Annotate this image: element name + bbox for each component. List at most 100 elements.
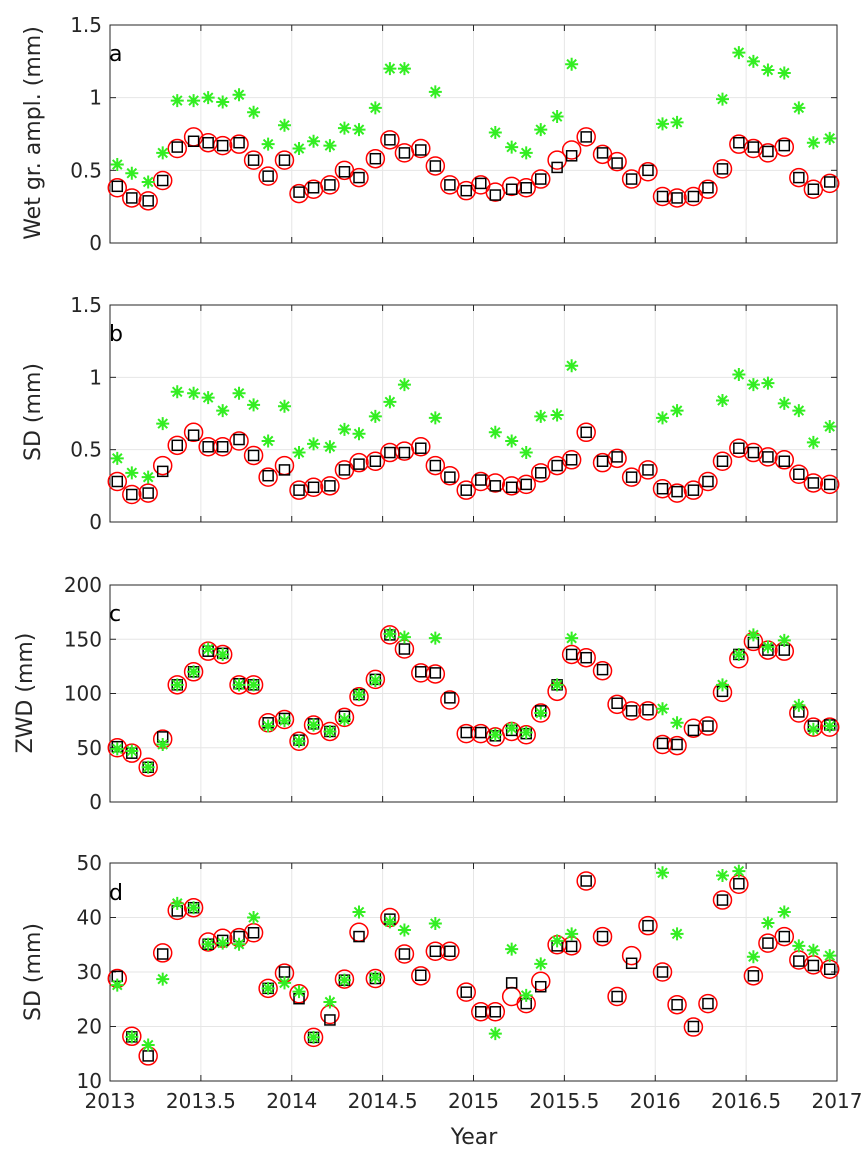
asterisk-marker (383, 395, 397, 409)
asterisk-marker (761, 376, 775, 390)
asterisk-marker (792, 101, 806, 115)
asterisk-marker (715, 393, 729, 407)
asterisk-marker (216, 936, 230, 950)
asterisk-marker (187, 386, 201, 400)
circle-marker (774, 137, 795, 157)
y-tick-label: 0.5 (70, 158, 102, 182)
square-marker (444, 945, 456, 958)
square-marker (534, 467, 547, 479)
square-marker (475, 1006, 487, 1018)
square-marker (415, 666, 427, 678)
square-marker (460, 184, 472, 197)
square-marker (807, 183, 820, 195)
circle-marker (152, 455, 173, 476)
x-tick-label: 2014 (266, 1089, 317, 1113)
asterisk-marker (534, 706, 548, 720)
circle-marker (243, 445, 264, 466)
circle-marker (349, 452, 369, 473)
circle-marker (167, 435, 187, 456)
asterisk-marker (110, 742, 124, 756)
square-marker (551, 161, 563, 174)
asterisk-marker (125, 744, 139, 758)
square-marker (415, 144, 427, 156)
panel-d: SD (mm) d Year 2013 2013.5 2014 2014.5 2015 2… (21, 851, 862, 1150)
asterisk-marker (337, 973, 351, 987)
square-marker (656, 737, 669, 750)
circle-marker (698, 179, 718, 199)
circle-marker (365, 148, 386, 169)
square-marker (747, 446, 760, 459)
square-marker (489, 189, 502, 201)
square-marker (278, 154, 291, 166)
asterisk-marker (792, 698, 806, 712)
circle-marker (712, 451, 733, 471)
circle-marker (138, 483, 158, 503)
panel-d-label: d (109, 881, 123, 906)
asterisk-marker (505, 434, 519, 448)
square-marker (702, 997, 714, 1010)
square-marker (520, 182, 532, 194)
circle-marker (803, 473, 824, 493)
x-tick-label: 2014.5 (348, 1089, 418, 1113)
circle-marker (789, 464, 809, 485)
square-marker (156, 174, 169, 187)
circle-marker (122, 188, 142, 208)
asterisk-marker (656, 117, 670, 131)
asterisk-marker (232, 937, 246, 951)
circle-marker (365, 669, 386, 690)
circle-marker (638, 701, 658, 721)
asterisk-marker (352, 123, 366, 137)
asterisk-marker (156, 417, 170, 431)
asterisk-marker (505, 721, 519, 735)
axes-frame (109, 584, 838, 803)
square-marker (126, 488, 138, 501)
asterisk-marker (110, 158, 124, 172)
circle-marker (621, 467, 642, 487)
circle-marker (774, 926, 795, 947)
square-marker (475, 177, 487, 190)
square-marker (475, 474, 487, 486)
square-marker (429, 160, 442, 172)
circle-marker (789, 167, 809, 188)
y-tick-label: 10 (77, 1069, 102, 1093)
square-marker (551, 459, 563, 472)
circle-marker (152, 170, 173, 191)
square-marker (671, 485, 683, 498)
y-tick-label: 100 (64, 682, 102, 706)
circle-marker (530, 169, 551, 189)
square-marker (126, 192, 138, 204)
asterisk-marker (428, 411, 442, 425)
asterisk-marker (187, 665, 201, 679)
asterisk-marker (550, 110, 564, 124)
y-tick-label: 20 (77, 1015, 102, 1039)
circle-marker (561, 450, 582, 470)
asterisk-marker (170, 385, 184, 399)
circle-marker (667, 994, 687, 1015)
asterisk-marker (292, 985, 306, 999)
asterisk-marker (323, 139, 337, 153)
asterisk-marker (488, 126, 502, 140)
asterisk-marker (352, 427, 366, 441)
asterisk-marker (125, 466, 139, 480)
circle-marker (743, 966, 764, 986)
square-marker (565, 940, 578, 953)
circle-marker (621, 945, 642, 966)
asterisk-marker (368, 970, 382, 984)
asterisk-marker (806, 722, 820, 736)
square-marker (460, 484, 472, 496)
circle-marker (303, 1027, 324, 1048)
asterisk-marker (247, 398, 261, 412)
x-tick-label: 2015.5 (529, 1089, 599, 1113)
panel-c-ylabel: ZWD (mm) (13, 633, 38, 754)
square-marker (733, 442, 745, 454)
square-marker (716, 163, 729, 175)
circle-marker (592, 452, 613, 473)
square-marker (793, 955, 805, 967)
asterisk-marker (247, 105, 261, 119)
asterisk-marker (277, 399, 291, 413)
square-marker (534, 980, 547, 993)
x-tick-label: 2017 (812, 1089, 863, 1113)
square-marker (642, 704, 654, 716)
circle-marker (349, 167, 369, 188)
y-tick-label: 1 (89, 86, 102, 110)
